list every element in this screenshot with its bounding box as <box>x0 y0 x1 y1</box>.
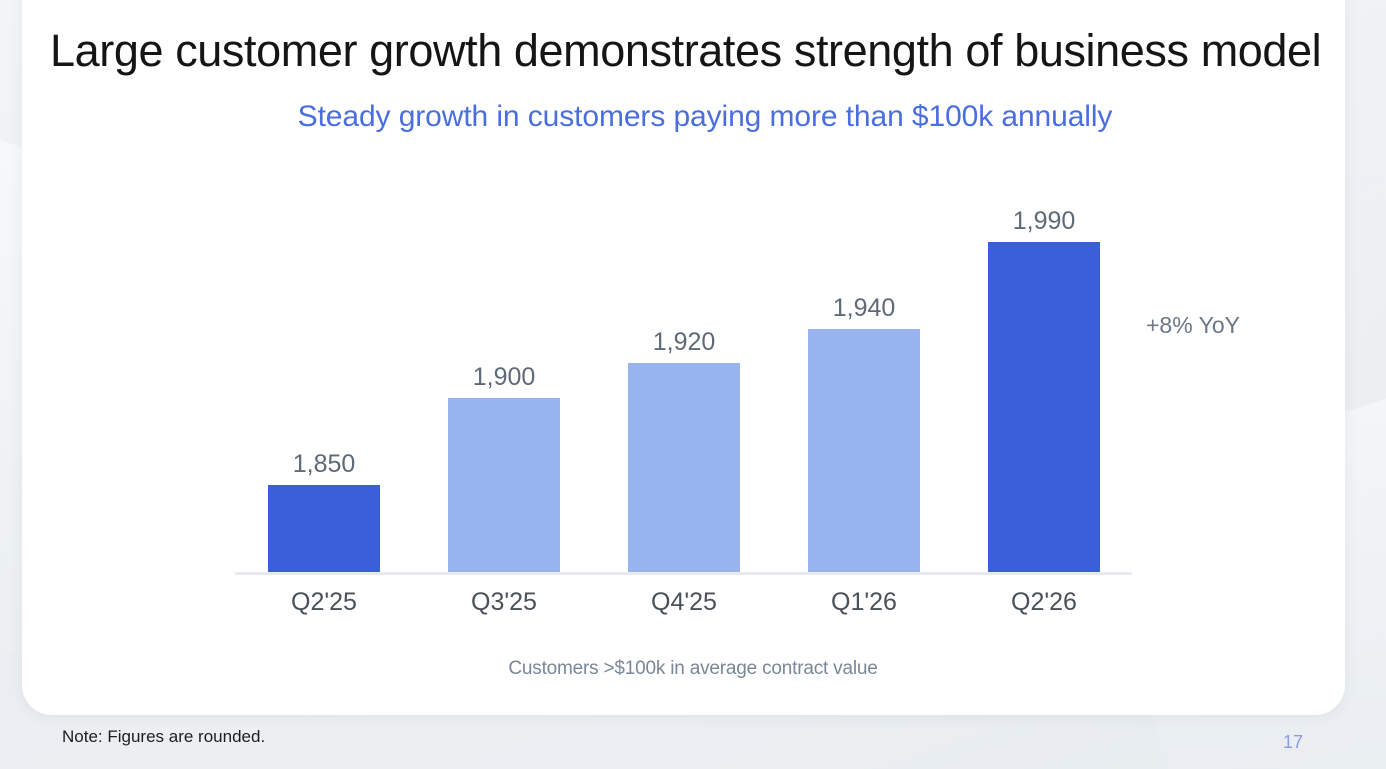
footnote: Note: Figures are rounded. <box>62 727 266 746</box>
category-label-q226: Q2'26 <box>1011 588 1077 616</box>
bar-rect <box>988 241 1100 572</box>
bar-value-label: 1,940 <box>832 293 896 322</box>
bar-q126: 1,940 <box>808 294 920 572</box>
page-number: 17 <box>1282 732 1304 752</box>
bar-rect <box>268 485 380 572</box>
chart-axis-caption: Customers >$100k in average contract val… <box>508 658 878 679</box>
category-label-q425: Q4'25 <box>651 588 717 616</box>
bar-value-label: 1,850 <box>292 450 356 479</box>
bar-value-label: 1,990 <box>1012 206 1076 235</box>
yoy-annotation: +8% YoY <box>1145 312 1240 338</box>
bar-q226: 1,990 <box>988 207 1100 572</box>
bar-rect <box>808 328 920 572</box>
category-label-q126: Q1'26 <box>831 588 897 616</box>
slide-card <box>22 0 1345 715</box>
category-label-q225: Q2'25 <box>291 588 357 616</box>
bar-rect <box>628 363 740 572</box>
bar-rect <box>448 398 560 572</box>
bar-q425: 1,920 <box>628 328 740 572</box>
chart-baseline-axis <box>235 572 1132 575</box>
bar-value-label: 1,920 <box>652 328 716 357</box>
bar-value-label: 1,900 <box>472 363 536 392</box>
category-label-q325: Q3'25 <box>471 588 537 616</box>
page-subtitle: Steady growth in customers paying more t… <box>297 100 1113 133</box>
page-title: Large customer growth demonstrates stren… <box>50 25 1322 76</box>
bar-q325: 1,900 <box>448 363 560 572</box>
bar-q225: 1,850 <box>268 450 380 572</box>
